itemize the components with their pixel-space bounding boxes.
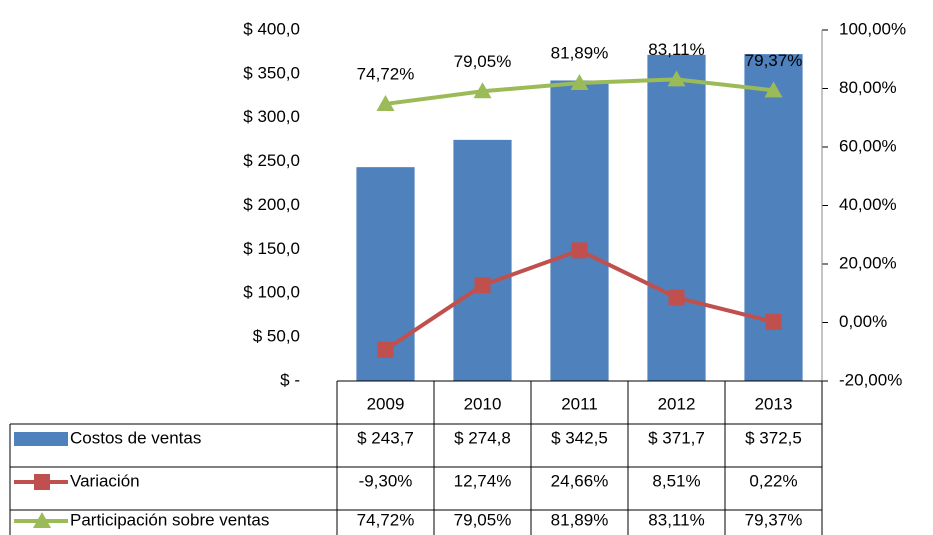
- y-tick-label: $ 350,0: [243, 63, 300, 82]
- y-tick-label: $ 100,0: [243, 283, 300, 302]
- x-tick-label: 2012: [658, 394, 696, 413]
- data-label: 74,72%: [357, 64, 415, 83]
- legend-label: Participación sobre ventas: [70, 510, 269, 529]
- y2-tick-label: 40,00%: [839, 195, 897, 214]
- y2-tick-label: -20,00%: [839, 370, 902, 389]
- x-tick-label: 2010: [464, 394, 502, 413]
- table-cell: $ 372,5: [745, 428, 802, 447]
- marker: [571, 242, 588, 259]
- marker: [765, 313, 782, 330]
- data-label: 83,11%: [648, 40, 704, 59]
- table-cell: -9,30%: [359, 471, 413, 490]
- y2-tick-label: 60,00%: [839, 136, 897, 155]
- legend-key: [34, 474, 50, 490]
- table-cell: $ 371,7: [648, 428, 705, 447]
- legend-label: Variación: [70, 471, 140, 490]
- marker: [376, 94, 395, 111]
- data-label: 81,89%: [551, 43, 609, 62]
- y-tick-label: $ 250,0: [243, 151, 300, 170]
- table-cell: 12,74%: [454, 471, 512, 490]
- marker: [474, 277, 491, 294]
- bar: [744, 54, 803, 381]
- y-tick-label: $ 300,0: [243, 107, 300, 126]
- table-cell: 0,22%: [749, 471, 797, 490]
- table-cell: 83,11%: [648, 510, 704, 529]
- table-cell: 8,51%: [652, 471, 700, 490]
- marker: [377, 341, 394, 358]
- y2-tick-label: 80,00%: [839, 78, 897, 97]
- y2-tick-label: 100,00%: [839, 19, 906, 38]
- legend-label: Costos de ventas: [70, 428, 201, 447]
- table-cell: 74,72%: [357, 510, 415, 529]
- table-cell: $ 342,5: [551, 428, 608, 447]
- y-tick-label: $ 200,0: [243, 195, 300, 214]
- marker: [473, 82, 492, 99]
- marker: [570, 73, 589, 90]
- y-tick-label: $ -: [280, 370, 300, 389]
- marker: [668, 289, 685, 306]
- table-cell: 79,37%: [745, 510, 803, 529]
- y2-tick-label: 0,00%: [839, 312, 887, 331]
- data-label: 79,05%: [454, 52, 512, 71]
- y2-tick-label: 20,00%: [839, 253, 897, 272]
- table-cell: $ 274,8: [454, 428, 511, 447]
- x-tick-label: 2011: [561, 394, 598, 413]
- bar: [453, 139, 512, 381]
- marker: [764, 81, 783, 98]
- table-cell: 24,66%: [551, 471, 609, 490]
- data-label: 79,37%: [745, 51, 803, 70]
- table-cell: $ 243,7: [357, 428, 414, 447]
- bar: [647, 54, 706, 381]
- x-tick-label: 2013: [755, 394, 793, 413]
- legend-key: [14, 432, 68, 446]
- table-cell: 79,05%: [454, 510, 512, 529]
- y-tick-label: $ 150,0: [243, 239, 300, 258]
- table-cell: 81,89%: [551, 510, 609, 529]
- legend-key: [33, 512, 51, 528]
- bar: [550, 80, 609, 382]
- y-tick-label: $ 50,0: [253, 327, 300, 346]
- marker: [667, 70, 686, 87]
- x-tick-label: 2009: [367, 394, 405, 413]
- y-tick-label: $ 400,0: [243, 19, 300, 38]
